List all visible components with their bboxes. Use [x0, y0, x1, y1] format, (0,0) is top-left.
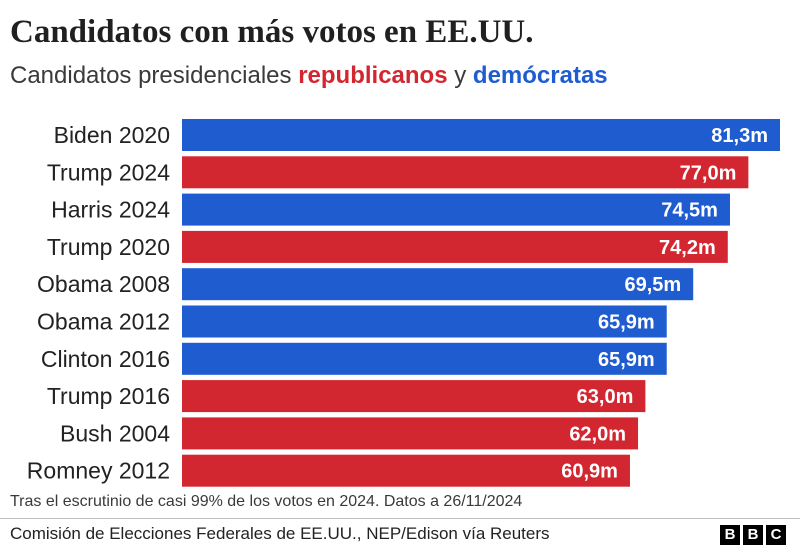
- footer-divider: [0, 518, 800, 519]
- bar-0: [182, 119, 780, 151]
- source-credit: Comisión de Elecciones Federales de EE.U…: [10, 524, 550, 543]
- bar-9: [182, 454, 630, 487]
- chart-title: Candidatos con más votos en EE.UU.: [10, 14, 534, 50]
- footnote: Tras el escrutinio de casi 99% de los vo…: [10, 493, 523, 510]
- bbc-logo-letter-1: B: [720, 525, 740, 545]
- category-label: Harris 2024: [51, 197, 170, 223]
- subtitle-prefix: Candidatos presidenciales: [10, 62, 299, 89]
- category-label: Obama 2008: [37, 271, 170, 297]
- value-label: 74,2m: [659, 237, 716, 259]
- bar-1: [182, 156, 749, 189]
- bar-5: [182, 305, 667, 338]
- bar-2: [182, 193, 730, 226]
- value-label: 62,0m: [569, 423, 626, 445]
- subtitle-democrats: demócratas: [472, 62, 608, 89]
- bar-8: [182, 417, 639, 450]
- category-label: Trump 2016: [47, 383, 170, 409]
- category-label: Trump 2024: [47, 159, 170, 185]
- value-label: 65,9m: [598, 349, 655, 371]
- category-label: Biden 2020: [54, 122, 170, 148]
- bar-chart: Biden 2020 81,3m Trump 2024 77,0m Harris 202…: [27, 119, 780, 487]
- bar-6: [182, 342, 667, 375]
- bbc-logo-letter-2: B: [743, 525, 763, 545]
- category-label: Romney 2012: [27, 458, 170, 484]
- category-label: Bush 2004: [60, 420, 170, 446]
- value-label: 69,5m: [624, 274, 681, 296]
- subtitle-republicans: republicanos: [298, 62, 448, 89]
- category-label: Obama 2012: [37, 309, 170, 335]
- bar-7: [182, 380, 646, 413]
- value-label: 77,0m: [680, 162, 737, 184]
- value-label: 81,3m: [711, 125, 768, 147]
- bar-4: [182, 268, 694, 301]
- value-label: 65,9m: [598, 312, 655, 334]
- bar-3: [182, 230, 728, 263]
- value-label: 60,9m: [561, 461, 618, 483]
- chart-subtitle: Candidatos presidenciales republicanos y…: [10, 62, 608, 90]
- category-label: Clinton 2016: [41, 346, 170, 372]
- value-label: 74,5m: [661, 200, 718, 222]
- value-label: 63,0m: [577, 386, 634, 408]
- bbc-logo: B B C: [720, 525, 786, 545]
- subtitle-connector: y: [447, 62, 473, 89]
- category-label: Trump 2020: [47, 234, 170, 260]
- bbc-logo-letter-3: C: [766, 525, 786, 545]
